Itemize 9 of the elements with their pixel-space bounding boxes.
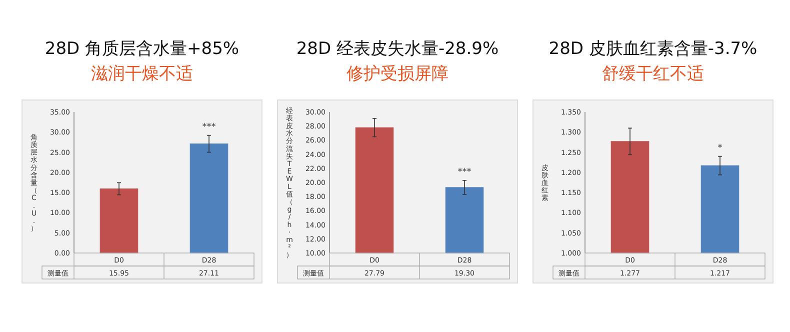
chart-subtitle: 舒缓干红不适	[602, 64, 704, 84]
chart-subtitle: 滋润干燥不适	[91, 64, 193, 84]
chart-title: 28D 经表皮失水量-28.9%	[296, 39, 499, 59]
annotation: ***	[458, 167, 472, 178]
chart-title: 28D 角质层含水量+85%	[44, 39, 240, 59]
chart-subtitle: 修护受损屏障	[346, 64, 448, 84]
chart-title: 28D 皮肤血红素含量-3.7%	[548, 39, 758, 59]
annotation: *	[718, 143, 723, 154]
annotation: ***	[202, 122, 216, 132]
